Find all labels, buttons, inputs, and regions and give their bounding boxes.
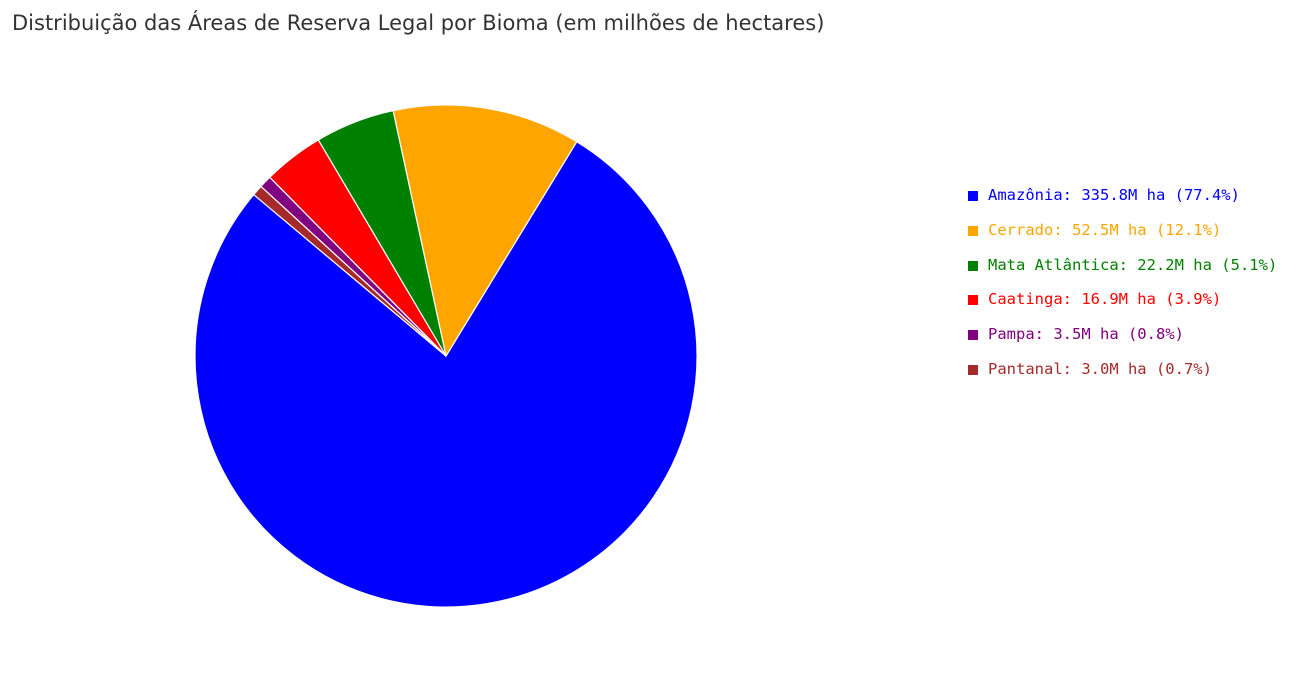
- legend-label: Cerrado: 52.5M ha (12.1%): [988, 220, 1222, 239]
- legend-swatch: [968, 330, 978, 341]
- pie-slice-cerrado: [392, 104, 578, 358]
- legend-label: Pantanal: 3.0M ha (0.7%): [988, 359, 1212, 378]
- pie-slice-pantanal: [252, 185, 447, 357]
- pie-slice-amaz-nia: [194, 140, 698, 608]
- legend-label: Pampa: 3.5M ha (0.8%): [988, 325, 1184, 344]
- legend-item: Amazônia: 335.8M ha (77.4%): [966, 186, 1277, 221]
- legend-label: Caatinga: 16.9M ha (3.9%): [988, 290, 1222, 309]
- legend-swatch: [968, 191, 978, 201]
- legend-swatch: [968, 225, 978, 236]
- legend-item: Caatinga: 16.9M ha (3.9%): [966, 290, 1277, 325]
- legend-label: Mata Atlântica: 22.2M ha (5.1%): [988, 255, 1278, 274]
- legend-item: Mata Atlântica: 22.2M ha (5.1%): [966, 256, 1277, 291]
- legend-item: Cerrado: 52.5M ha (12.1%): [966, 221, 1277, 256]
- legend-item: Pantanal: 3.0M ha (0.7%): [966, 360, 1277, 395]
- legend-swatch: [968, 295, 978, 306]
- legend-swatch: [968, 260, 978, 271]
- legend: Amazônia: 335.8M ha (77.4%) Cerrado: 52.5…: [966, 186, 1277, 395]
- pie-chart: [194, 104, 698, 608]
- legend-swatch: [968, 364, 978, 375]
- chart-title: Distribuição das Áreas de Reserva Legal …: [12, 11, 825, 35]
- legend-item: Pampa: 3.5M ha (0.8%): [966, 325, 1277, 360]
- legend-label: Amazônia: 335.8M ha (77.4%): [988, 186, 1240, 204]
